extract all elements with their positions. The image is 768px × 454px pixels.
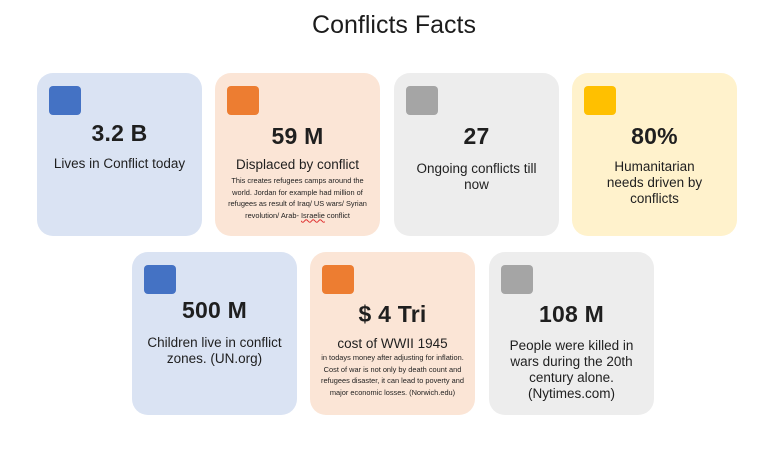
blue-square-icon	[144, 265, 176, 294]
stat-label: Ongoing conflicts till now	[416, 161, 537, 192]
gray-square-icon	[406, 86, 438, 115]
page-title: Conflicts Facts	[312, 11, 476, 39]
fact-card-displaced: 59 M Displaced by conflict This creates …	[215, 73, 380, 236]
stat-label: Humanitarian needs driven by conflicts	[606, 159, 703, 206]
stat-label: cost of WWII 1945	[337, 336, 448, 351]
fact-card-humanitarian: 80% Humanitarian needs driven by conflic…	[572, 73, 737, 236]
stat-value: 500 M	[182, 297, 247, 323]
stat-value: $ 4 Tri	[358, 301, 427, 327]
stat-value: 80%	[631, 123, 678, 149]
stat-label: People were killed in wars during the 20…	[509, 338, 634, 401]
orange-square-icon	[322, 265, 354, 294]
orange-square-icon	[227, 86, 259, 115]
stat-note: This creates refugees camps around the w…	[225, 175, 370, 221]
stat-value: 59 M	[271, 123, 324, 149]
fact-card-killed-20th-century: 108 M People were killed in wars during …	[489, 252, 654, 415]
fact-card-wwii-cost: $ 4 Tri cost of WWII 1945 in todays mone…	[310, 252, 475, 415]
stat-value: 3.2 B	[91, 120, 148, 146]
stat-label: Children live in conflict zones. (UN.org…	[147, 335, 282, 366]
note-text-end: conflict	[324, 210, 350, 220]
blue-square-icon	[49, 86, 81, 115]
stat-note: in todays money after adjusting for infl…	[321, 353, 464, 397]
gray-square-icon	[501, 265, 533, 294]
fact-card-lives-in-conflict: 3.2 B Lives in Conflict today	[37, 73, 202, 236]
stat-label: Lives in Conflict today	[53, 156, 186, 171]
fact-card-children: 500 M Children live in conflict zones. (…	[132, 252, 297, 415]
fact-card-ongoing-conflicts: 27 Ongoing conflicts till now	[394, 73, 559, 236]
stat-label: Displaced by conflict	[235, 157, 360, 172]
stat-value: 27	[463, 123, 490, 149]
note-text: This creates refugees camps around the w…	[228, 176, 367, 220]
spellcheck-word: Israelie	[301, 210, 325, 220]
yellow-square-icon	[584, 86, 616, 115]
stat-value: 108 M	[539, 301, 604, 327]
